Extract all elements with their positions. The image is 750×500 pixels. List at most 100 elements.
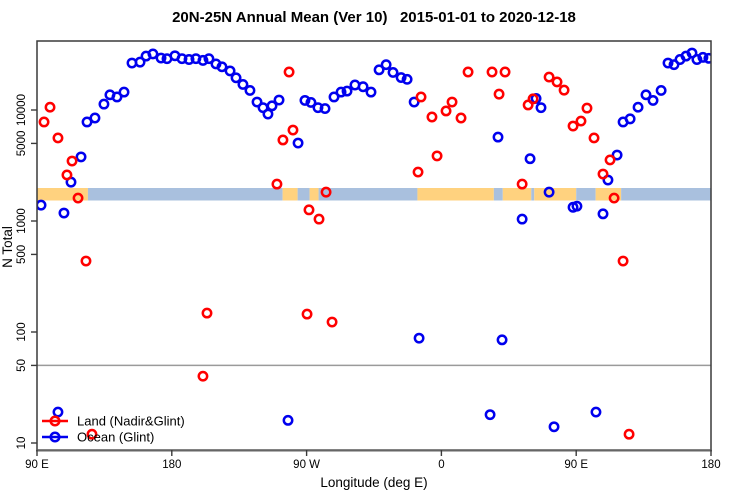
data-point (558, 84, 570, 96)
data-point (373, 64, 385, 76)
data-point (244, 85, 256, 96)
data-point (516, 213, 528, 225)
data-point (89, 112, 101, 124)
data-point (486, 66, 498, 78)
y-tick-label: 1000 (16, 208, 28, 234)
data-point (365, 86, 377, 98)
band-segment-ocean (318, 188, 418, 201)
data-point (493, 88, 505, 100)
data-point (604, 154, 616, 166)
data-point (176, 53, 188, 65)
data-point (640, 89, 652, 101)
band-segment-land (282, 188, 298, 201)
data-point (282, 414, 294, 426)
data-point (455, 112, 467, 124)
data-point (58, 207, 70, 219)
band-segment-land (595, 188, 622, 201)
y-tick-label: 10 (16, 437, 28, 450)
data-point (668, 59, 680, 71)
data-point (303, 204, 315, 216)
data-point (462, 66, 474, 78)
data-point (499, 66, 511, 78)
frame-rect (36, 40, 712, 451)
legend-marker (49, 431, 61, 443)
data-point (134, 56, 146, 68)
data-point (230, 72, 242, 84)
x-tick-label: 180 (162, 459, 181, 471)
data-point (697, 51, 709, 63)
data-point (581, 102, 593, 114)
data-point (357, 81, 369, 93)
data-point (147, 48, 159, 60)
data-point (543, 186, 555, 198)
data-point (543, 71, 555, 83)
data-point (52, 132, 64, 144)
data-point (527, 93, 539, 105)
data-point (662, 57, 674, 69)
chart-title: 20N-25N Annual Mean (Ver 10) 2015-01-01 … (172, 9, 576, 26)
data-point (588, 132, 600, 144)
data-point (197, 54, 209, 66)
data-point (118, 86, 130, 98)
x-tick-label: 90 W (293, 459, 320, 471)
data-point (86, 428, 98, 440)
x-axis-label: Longitude (deg E) (320, 475, 427, 490)
plot-frame (36, 40, 712, 452)
band-segment-land (417, 188, 494, 201)
data-point (611, 149, 623, 161)
x-tick-label: 0 (438, 459, 444, 471)
data-point (335, 86, 347, 98)
data-point (197, 370, 209, 382)
data-point (312, 102, 324, 114)
legend-marker (49, 415, 61, 427)
data-point (647, 94, 659, 106)
band-segment-land (309, 188, 319, 201)
data-point (313, 213, 325, 225)
data-point (201, 307, 213, 319)
data-point (413, 332, 425, 344)
data-point (551, 76, 563, 88)
x-tick-label: 90 E (564, 459, 588, 471)
band-segment-land (502, 188, 532, 201)
band-segment-ocean (297, 188, 310, 201)
data-point (72, 192, 84, 204)
data-point (319, 103, 331, 115)
legend-label-ocean: Ocean (Glint) (77, 430, 154, 445)
data-point (81, 116, 93, 128)
y-tick-label: 50 (16, 359, 28, 372)
data-point (415, 91, 427, 103)
data-point (617, 255, 629, 267)
y-tick-label: 100 (16, 322, 28, 341)
data-point (283, 66, 295, 78)
band-segment-ocean (621, 188, 711, 201)
data-point (61, 169, 73, 181)
data-point (305, 96, 317, 108)
band-segment-ocean (531, 188, 535, 201)
data-point (624, 113, 636, 125)
y-axis-label: N Total (0, 226, 15, 268)
data-point (301, 308, 313, 320)
land-ocean-band (37, 188, 711, 201)
data-point (299, 94, 311, 106)
y-tick-label: 5000 (16, 131, 28, 157)
data-point (341, 85, 353, 97)
data-point (111, 91, 123, 103)
data-point (273, 94, 285, 106)
data-point (484, 409, 496, 421)
data-point (440, 105, 452, 117)
data-points (37, 47, 711, 440)
data-point (655, 85, 667, 96)
data-point (183, 54, 195, 65)
data-point (237, 78, 249, 90)
x-tick-label: 180 (701, 459, 720, 471)
y-tick-label: 500 (16, 245, 28, 264)
band-segment-ocean (87, 188, 283, 201)
band-segment-land (37, 188, 88, 201)
data-point (80, 255, 92, 267)
legend-marks (42, 415, 68, 443)
data-point (380, 59, 392, 71)
data-point (328, 91, 340, 103)
data-point (44, 101, 56, 113)
